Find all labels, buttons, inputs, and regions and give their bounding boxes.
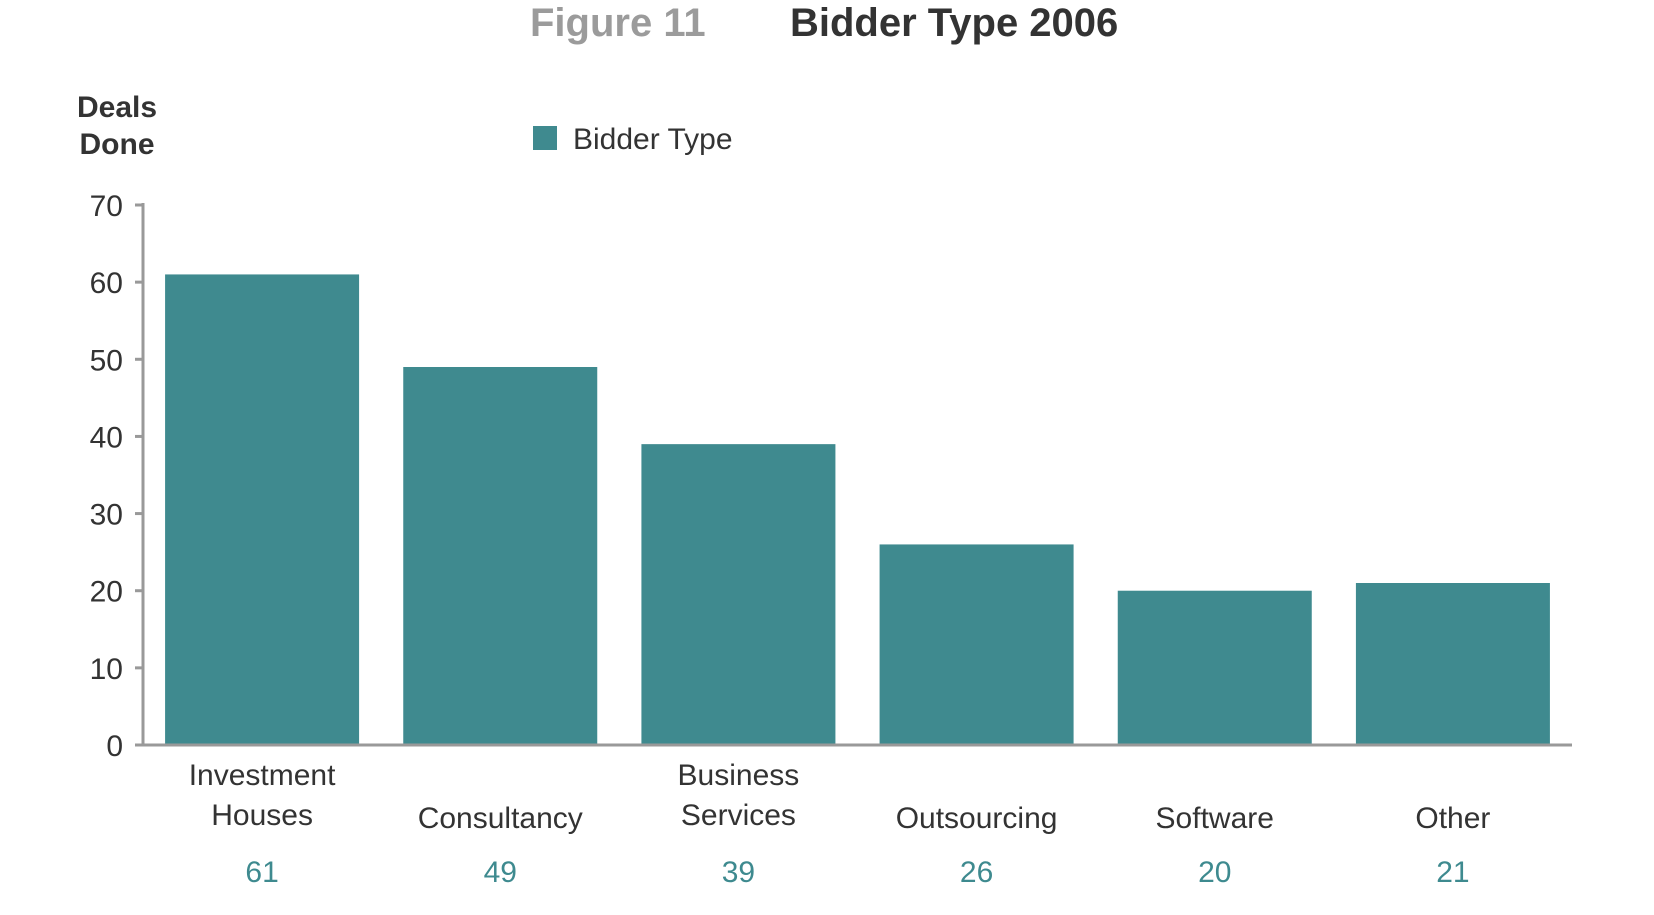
x-category-label: Investment xyxy=(189,759,336,792)
legend-entry: Bidder Type xyxy=(573,123,733,156)
y-tick-label: 20 xyxy=(90,576,123,609)
bar xyxy=(641,444,836,745)
y-tick-label: 40 xyxy=(90,421,123,454)
chart-title: Bidder Type 2006 xyxy=(790,1,1118,45)
x-category-label: Consultancy xyxy=(418,802,583,835)
y-axis-ticks: 0 10 20 30 40 50 60 70 xyxy=(90,190,143,763)
legend-swatch xyxy=(533,126,557,150)
x-category-label: Outsourcing xyxy=(896,802,1058,835)
figure-label: Figure 11 xyxy=(530,1,706,45)
y-axis-label-line: Done xyxy=(80,128,155,161)
bar xyxy=(1355,583,1550,745)
x-category-label: Houses xyxy=(211,799,313,832)
y-tick-label: 70 xyxy=(90,190,123,223)
axes xyxy=(141,203,1572,747)
x-category-label: Software xyxy=(1156,802,1274,835)
bar-value-label: 61 xyxy=(245,856,278,889)
bar xyxy=(403,367,598,745)
y-axis-label-line: Deals xyxy=(77,91,157,124)
y-tick-label: 60 xyxy=(90,267,123,300)
y-tick-label: 50 xyxy=(90,344,123,377)
x-category-label: Business xyxy=(678,759,800,792)
bar-value-label: 39 xyxy=(722,856,755,889)
bar-value-label: 20 xyxy=(1198,856,1231,889)
bar-value-label: 49 xyxy=(484,856,517,889)
y-axis-label: Deals Done xyxy=(77,91,157,161)
bar xyxy=(165,274,360,745)
value-labels: 61 49 39 26 20 21 xyxy=(245,856,1469,889)
x-category-label: Other xyxy=(1415,802,1490,835)
y-tick-label: 10 xyxy=(90,653,123,686)
x-category-label: Services xyxy=(681,799,796,832)
legend: Bidder Type xyxy=(533,123,733,156)
bar-value-label: 21 xyxy=(1436,856,1469,889)
bars xyxy=(165,274,1550,745)
y-tick-label: 30 xyxy=(90,499,123,532)
bar-value-label: 26 xyxy=(960,856,993,889)
y-tick-label: 0 xyxy=(106,730,123,763)
bar xyxy=(879,544,1074,745)
bar xyxy=(1117,590,1312,745)
category-labels: Investment Houses Consultancy Business Servi… xyxy=(189,759,1491,835)
